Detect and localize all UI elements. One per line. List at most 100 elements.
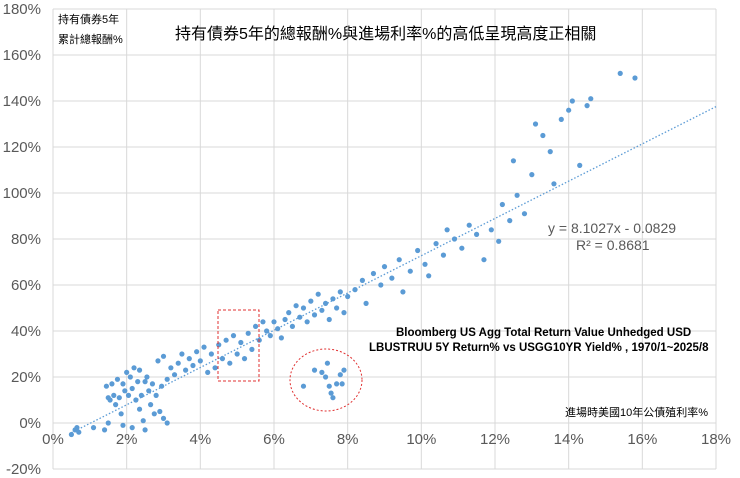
data-point <box>278 335 284 341</box>
data-point <box>68 431 75 438</box>
trendline-equation: y = 8.1027x - 0.0829 <box>548 220 677 236</box>
points <box>68 70 638 438</box>
data-point <box>337 289 343 295</box>
data-point <box>116 395 122 401</box>
x-tick-label: 0% <box>42 431 64 448</box>
data-point <box>319 307 325 313</box>
data-point <box>120 422 126 428</box>
data-point <box>322 300 329 306</box>
data-point <box>129 385 135 392</box>
data-point <box>164 376 170 382</box>
y-tick-label: 180% <box>3 1 41 18</box>
data-point <box>496 238 502 244</box>
y-axis-label-line2: 累計總報酬% <box>58 34 123 46</box>
y-tick-label: 160% <box>3 47 41 64</box>
data-point <box>334 305 340 311</box>
data-point <box>234 351 240 357</box>
data-point <box>547 149 553 155</box>
data-point <box>311 367 318 373</box>
data-point <box>499 201 505 208</box>
data-point <box>510 158 517 164</box>
data-point <box>566 107 572 113</box>
data-point <box>473 231 480 237</box>
data-point <box>175 360 181 366</box>
x-tick-label: 10% <box>406 431 436 448</box>
data-point <box>488 227 494 233</box>
data-point <box>289 323 296 329</box>
data-point <box>532 121 539 127</box>
data-point <box>308 298 314 304</box>
data-point <box>507 218 513 224</box>
data-point <box>426 273 432 279</box>
data-point <box>194 349 200 355</box>
data-point <box>551 181 557 187</box>
y-axis-label-line1: 持有債券5年 <box>58 14 120 26</box>
data-point <box>105 420 111 426</box>
data-point <box>300 383 307 389</box>
data-point <box>451 236 458 242</box>
data-point <box>540 132 546 139</box>
data-point <box>179 351 185 357</box>
data-point <box>186 356 192 362</box>
data-point <box>337 372 343 378</box>
subtitle-line1: Bloomberg US Agg Total Return Value Unhe… <box>396 327 692 339</box>
data-point <box>219 356 226 362</box>
data-point <box>466 222 472 228</box>
y-tick-label: 100% <box>3 185 41 202</box>
data-point <box>389 275 395 281</box>
data-point <box>111 392 117 398</box>
data-point <box>197 358 203 364</box>
data-point <box>304 319 310 325</box>
data-point <box>168 365 174 371</box>
data-point <box>238 339 244 346</box>
data-point <box>584 103 590 109</box>
y-tick-label: 80% <box>11 231 41 248</box>
data-point <box>521 211 528 217</box>
data-point <box>144 374 150 380</box>
data-point <box>315 291 321 297</box>
data-point <box>440 252 447 258</box>
data-point <box>341 310 347 316</box>
data-point <box>142 427 148 433</box>
data-point <box>201 344 207 350</box>
data-point <box>249 346 255 352</box>
trendline-r2: R² = 0.8681 <box>576 237 650 253</box>
data-point <box>459 245 465 251</box>
data-point <box>324 360 331 366</box>
x-tick-label: 4% <box>189 431 211 448</box>
data-point <box>264 328 270 334</box>
data-point <box>183 367 189 373</box>
data-point <box>216 342 222 348</box>
data-point <box>133 397 139 403</box>
data-point <box>129 425 135 431</box>
data-point <box>241 356 248 362</box>
data-point <box>114 376 121 382</box>
data-point <box>160 353 167 359</box>
data-point <box>164 420 170 426</box>
data-point <box>109 381 115 387</box>
data-point <box>311 312 318 318</box>
data-point <box>171 372 178 378</box>
data-point <box>138 392 144 398</box>
data-point <box>326 383 332 389</box>
data-point <box>267 333 273 339</box>
x-tick-label: 12% <box>480 431 510 448</box>
data-point <box>588 96 594 102</box>
data-point <box>370 270 377 277</box>
data-point <box>286 310 292 316</box>
x-axis-label: 進場時美國10年公債殖利率% <box>565 407 709 419</box>
data-point <box>322 374 329 380</box>
grid <box>52 8 717 470</box>
data-point <box>153 392 159 398</box>
data-point <box>433 241 439 247</box>
data-point <box>125 392 132 398</box>
data-point <box>136 406 143 412</box>
data-point <box>148 402 154 408</box>
data-point <box>252 323 259 329</box>
data-point <box>113 402 119 408</box>
y-tick-label: 140% <box>3 93 41 110</box>
highlight-circle <box>289 348 363 412</box>
y-tick-label: 40% <box>11 323 41 340</box>
data-point <box>149 381 156 387</box>
